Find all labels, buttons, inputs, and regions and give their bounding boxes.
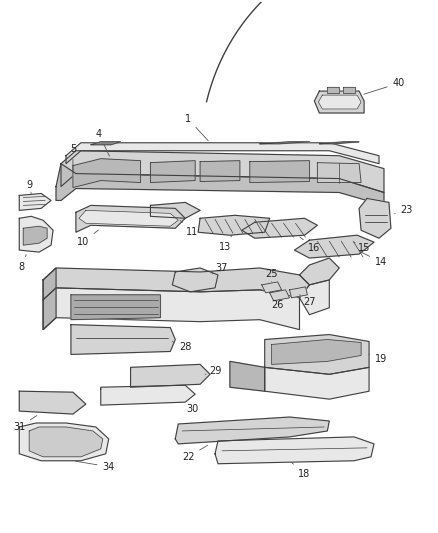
Polygon shape: [23, 226, 47, 245]
Polygon shape: [43, 288, 300, 329]
Polygon shape: [319, 142, 359, 144]
Polygon shape: [270, 290, 290, 301]
Polygon shape: [262, 282, 282, 293]
Polygon shape: [29, 427, 103, 457]
Text: 34: 34: [76, 461, 115, 472]
Polygon shape: [73, 159, 141, 188]
Text: 16: 16: [300, 237, 321, 253]
Polygon shape: [200, 160, 240, 182]
Text: 31: 31: [13, 416, 37, 432]
Text: 30: 30: [180, 402, 198, 414]
Polygon shape: [43, 268, 309, 300]
Polygon shape: [71, 295, 160, 320]
Polygon shape: [175, 417, 329, 444]
Polygon shape: [43, 268, 56, 329]
Text: 29: 29: [205, 366, 221, 376]
Text: 4: 4: [96, 129, 110, 156]
Text: 11: 11: [180, 220, 198, 237]
Polygon shape: [250, 160, 309, 182]
Text: 25: 25: [265, 269, 278, 282]
Text: 22: 22: [182, 445, 208, 462]
Polygon shape: [150, 160, 195, 182]
Polygon shape: [294, 235, 374, 258]
Polygon shape: [290, 287, 307, 298]
Text: 27: 27: [300, 295, 316, 307]
Polygon shape: [131, 365, 210, 387]
Text: 18: 18: [292, 463, 311, 479]
Text: 15: 15: [354, 242, 370, 253]
Text: 19: 19: [369, 354, 387, 365]
Polygon shape: [101, 385, 195, 405]
Polygon shape: [260, 142, 309, 144]
Text: 28: 28: [172, 342, 191, 352]
Polygon shape: [300, 258, 339, 285]
Text: 23: 23: [395, 205, 413, 215]
Polygon shape: [318, 163, 361, 182]
Text: 9: 9: [26, 180, 32, 193]
Polygon shape: [172, 268, 218, 292]
Text: 1: 1: [185, 114, 208, 141]
Polygon shape: [314, 91, 364, 113]
Polygon shape: [198, 215, 270, 235]
Polygon shape: [265, 367, 369, 399]
Text: 13: 13: [219, 235, 232, 252]
Polygon shape: [76, 205, 185, 232]
Polygon shape: [19, 193, 51, 211]
Polygon shape: [66, 143, 379, 164]
Polygon shape: [61, 151, 384, 192]
Polygon shape: [265, 335, 369, 374]
Polygon shape: [272, 340, 361, 365]
Polygon shape: [71, 325, 175, 354]
Text: 5: 5: [70, 144, 76, 172]
Polygon shape: [150, 203, 200, 219]
Polygon shape: [91, 142, 120, 145]
Text: 26: 26: [272, 300, 284, 310]
Text: 10: 10: [77, 230, 99, 247]
Polygon shape: [56, 164, 384, 205]
Polygon shape: [359, 198, 391, 238]
Polygon shape: [343, 87, 355, 93]
Text: 8: 8: [18, 255, 26, 272]
Polygon shape: [79, 211, 178, 226]
Polygon shape: [300, 280, 329, 314]
Polygon shape: [215, 437, 374, 464]
Polygon shape: [318, 95, 361, 109]
Polygon shape: [327, 87, 339, 93]
Polygon shape: [19, 391, 86, 414]
Polygon shape: [230, 361, 265, 391]
Text: 14: 14: [360, 252, 387, 267]
Polygon shape: [242, 219, 318, 238]
Text: 40: 40: [364, 78, 405, 94]
Polygon shape: [19, 216, 53, 252]
Text: 37: 37: [212, 263, 228, 274]
Polygon shape: [19, 423, 109, 461]
